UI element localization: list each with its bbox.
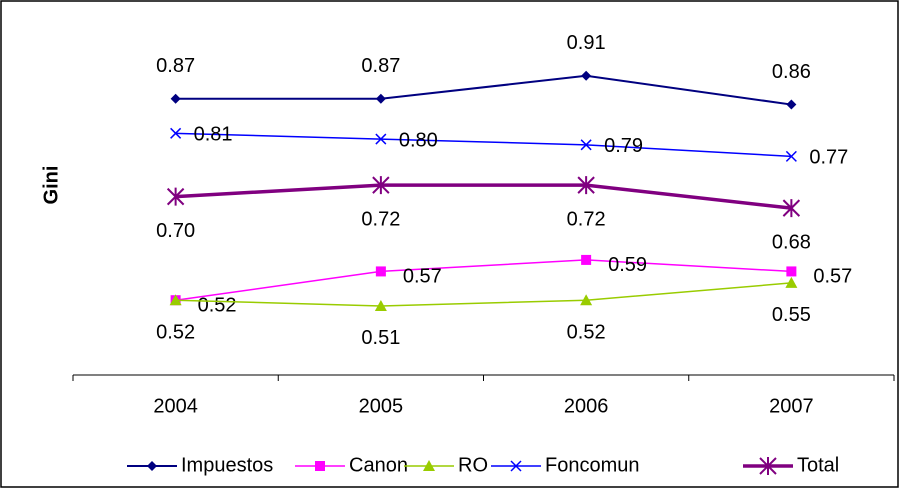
data-label: 0.81 xyxy=(194,124,233,146)
data-label: 0.57 xyxy=(403,266,442,288)
data-label: 0.52 xyxy=(156,321,195,343)
data-point xyxy=(785,276,798,288)
legend-marker xyxy=(759,457,777,475)
data-point xyxy=(580,294,593,306)
data-point xyxy=(581,254,592,265)
data-point xyxy=(782,199,801,218)
data-point xyxy=(577,176,595,195)
data-label: 0.70 xyxy=(156,220,195,242)
data-point xyxy=(785,150,797,162)
data-label: 0.57 xyxy=(813,266,852,288)
x-tick-label: 2005 xyxy=(359,395,404,417)
data-point xyxy=(375,93,386,104)
data-label: 0.51 xyxy=(361,327,400,349)
data-point xyxy=(375,133,387,145)
y-axis-title: Gini xyxy=(40,166,62,205)
legend-label: Impuestos xyxy=(181,454,273,476)
data-label: 0.80 xyxy=(399,129,438,151)
data-point xyxy=(580,139,592,151)
data-label: 0.68 xyxy=(772,231,811,253)
data-point xyxy=(786,99,797,110)
data-point xyxy=(170,127,182,139)
data-point xyxy=(581,70,592,81)
data-label: 0.52 xyxy=(567,321,606,343)
x-tick-label: 2007 xyxy=(769,395,814,417)
data-point xyxy=(374,299,387,311)
data-label: 0.87 xyxy=(361,55,400,77)
data-label: 0.72 xyxy=(361,208,400,230)
legend-label: Foncomun xyxy=(545,454,640,476)
series-line xyxy=(175,282,792,307)
data-label: 0.55 xyxy=(772,304,811,326)
data-label: 0.87 xyxy=(156,55,195,77)
data-label: 0.52 xyxy=(198,294,237,316)
data-point xyxy=(169,294,182,306)
data-point xyxy=(786,266,797,277)
data-label: 0.86 xyxy=(772,61,811,83)
legend-label: Canon xyxy=(349,454,408,476)
x-tick-label: 2004 xyxy=(153,395,198,417)
data-point xyxy=(375,266,386,277)
data-label: 0.91 xyxy=(567,32,606,54)
data-label: 0.59 xyxy=(608,254,647,276)
series-line xyxy=(175,183,792,210)
legend-marker xyxy=(315,461,325,471)
data-label: 0.72 xyxy=(567,208,606,230)
data-point xyxy=(170,93,181,104)
series-line xyxy=(175,132,792,158)
data-label: 0.79 xyxy=(604,135,643,157)
data-label: 0.77 xyxy=(809,147,848,169)
series-line xyxy=(175,74,792,106)
legend-marker xyxy=(423,460,435,471)
legend-label: Total xyxy=(797,454,839,476)
legend-marker xyxy=(147,461,157,471)
x-tick-label: 2006 xyxy=(564,395,609,417)
legend-marker xyxy=(510,460,522,472)
data-point xyxy=(166,187,185,206)
data-point xyxy=(372,176,390,195)
series-line xyxy=(175,259,792,301)
legend-label: RO xyxy=(458,454,488,476)
